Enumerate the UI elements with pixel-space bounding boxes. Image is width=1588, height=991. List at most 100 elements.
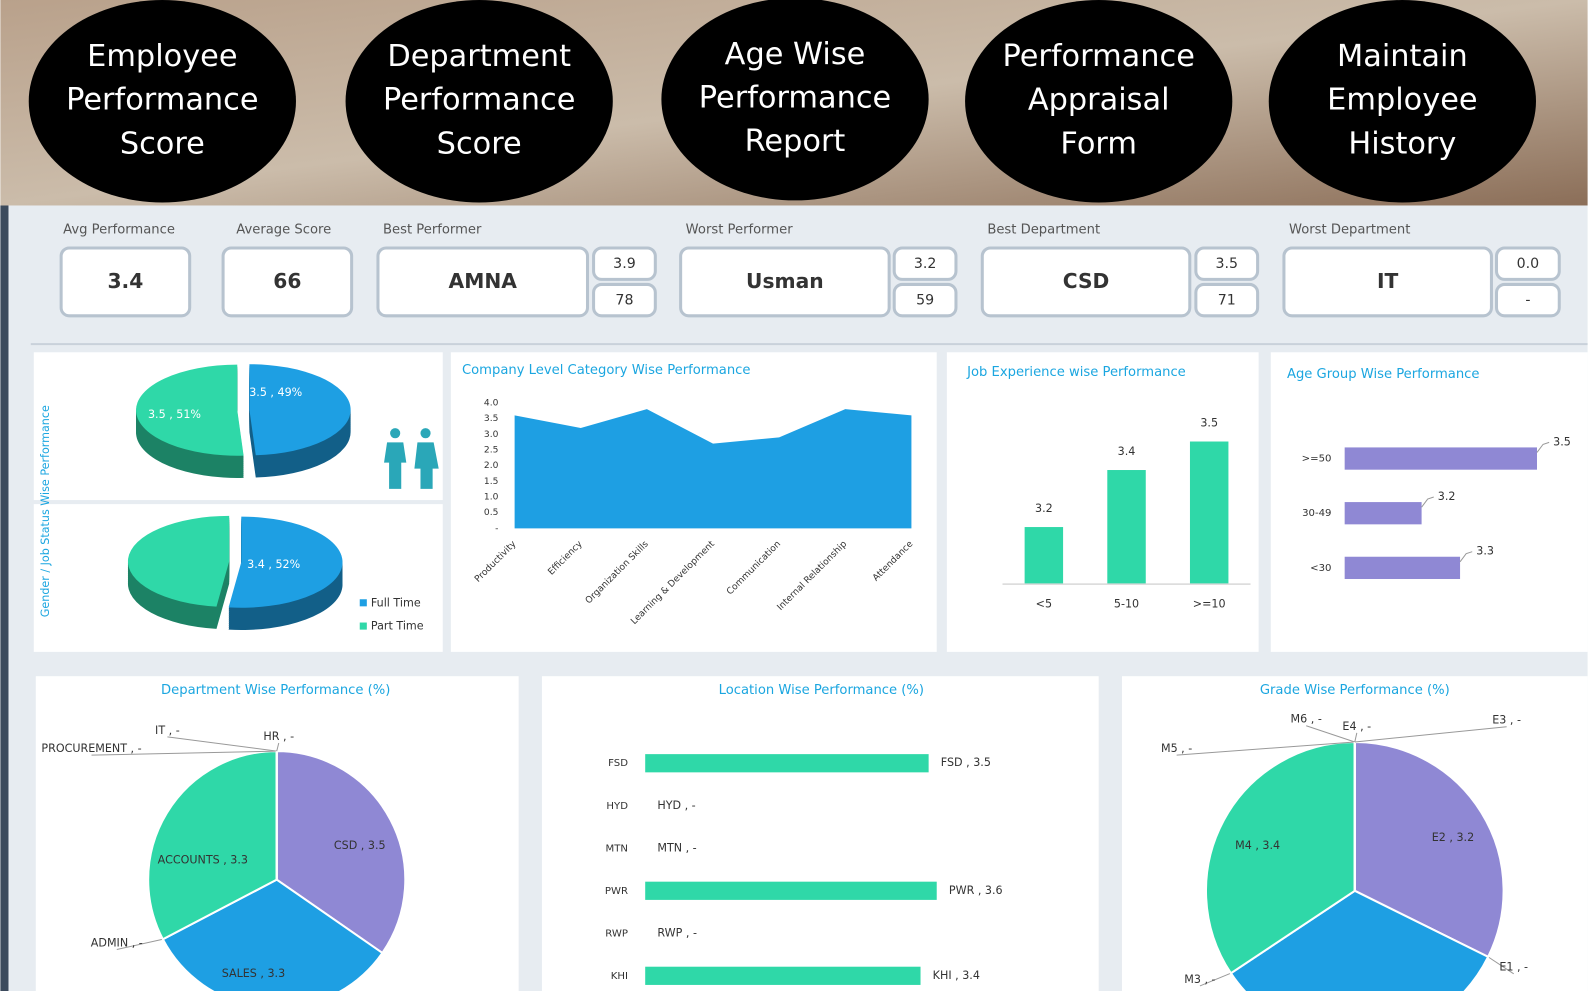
legend-swatch: [359, 622, 367, 630]
kpi-label: Average Score: [236, 222, 331, 237]
kpi-box: [980, 246, 1192, 318]
bar: [1344, 502, 1422, 525]
pie-label: IT , -: [155, 724, 180, 737]
data-label: FSD , 3.5: [941, 756, 991, 769]
pie-label: M6 , -: [1291, 713, 1322, 726]
kpi-score: 78: [615, 293, 633, 309]
pie-slice: [127, 515, 230, 607]
kpi-value: Usman: [746, 269, 824, 293]
bar: [1344, 447, 1537, 470]
chart-title: Age Group Wise Performance: [1287, 367, 1480, 382]
x-tick-label: >=10: [1193, 597, 1226, 610]
nav-button-label: Age Wise: [725, 37, 866, 72]
chart-title: Location Wise Performance (%): [719, 683, 924, 698]
nav-button-label: Performance: [1002, 39, 1194, 74]
data-label: 3.2: [1438, 490, 1456, 503]
nav-button[interactable]: Department Performance Score: [345, 0, 613, 203]
nav-button-label: Report: [745, 124, 846, 159]
y-tick-label: RWP: [605, 928, 628, 939]
nav-button-label: Department: [387, 39, 571, 74]
y-tick-label: MTN: [606, 843, 628, 854]
kpi-rating: 0.0: [1517, 256, 1540, 272]
pie-slice: [1353, 740, 1505, 959]
kpi-rating: 3.5: [1215, 256, 1238, 272]
nav-button[interactable]: Employee Performance Score: [28, 0, 296, 203]
kpi-label: Best Performer: [383, 222, 482, 237]
pie-label: E2 , 3.2: [1432, 831, 1474, 844]
leader-line: [1487, 956, 1514, 975]
nav-button-shape: [965, 0, 1233, 203]
kpi-label: Best Department: [987, 222, 1100, 237]
kpi-small-box: [1194, 282, 1260, 318]
kpi-value: 3.4: [107, 269, 143, 293]
bar: [645, 881, 937, 900]
pie-label: PROCUREMENT , -: [41, 742, 141, 755]
data-label: 3.3: [1476, 545, 1494, 558]
y-tick-label: 2.0: [484, 461, 499, 471]
y-tick-label: 2.5: [484, 445, 499, 455]
y-tick-label: FSD: [608, 758, 628, 769]
kpi-small-box: [892, 246, 958, 281]
kpi-box: [221, 246, 354, 318]
kpi-rating: 3.9: [613, 256, 636, 272]
kpi-box: [1282, 246, 1493, 318]
kpi-rating: 3.2: [914, 256, 937, 272]
leader-line: [1199, 972, 1232, 987]
pie-slice: [1205, 740, 1356, 975]
kpi-small-box: [592, 282, 657, 318]
nav-button-label: Appraisal: [1028, 83, 1170, 118]
y-tick-label: -: [495, 524, 498, 534]
kpi-label: Worst Performer: [686, 222, 794, 237]
leader-line: [276, 742, 280, 752]
y-tick-label: <30: [1310, 563, 1331, 574]
pie-label: E1 , -: [1499, 961, 1528, 974]
nav-button-label: Maintain: [1337, 39, 1468, 74]
kpi-small-box: [1194, 246, 1260, 281]
pie-label: M3 , -: [1184, 973, 1215, 986]
nav-button-shape: [661, 0, 929, 201]
leader-line: [1354, 726, 1507, 743]
kpi-small-box: [892, 282, 958, 318]
y-tick-label: PWR: [605, 886, 628, 897]
pie-label: 3.5 , 49%: [249, 386, 302, 399]
nav-button-label: Employee: [87, 39, 237, 74]
nav-button[interactable]: Age Wise Performance Report: [661, 0, 929, 201]
pie-label: 3.4 , 52%: [247, 558, 300, 571]
nav-button-shape: [28, 0, 296, 203]
pie-label: HR , -: [263, 730, 294, 743]
pie-label: CSD , 3.5: [334, 839, 386, 852]
pie-slice: [161, 878, 384, 991]
pie-label: E4 , -: [1342, 720, 1371, 733]
nav-bar: Employee Performance Score Department Perfor…: [28, 0, 1536, 203]
kpi-label: Worst Department: [1289, 222, 1410, 237]
leader-line: [1536, 441, 1550, 453]
pie-label: M4 , 3.4: [1235, 839, 1280, 852]
pie-slice: [228, 516, 343, 608]
legend-label: Full Time: [371, 596, 421, 609]
y-tick-label: 30-49: [1302, 508, 1331, 519]
y-tick-label: >=50: [1302, 454, 1332, 465]
chart-title: Grade Wise Performance (%): [1260, 683, 1450, 698]
y-tick-label: KHI: [611, 971, 628, 982]
data-label: KHI , 3.4: [933, 969, 980, 982]
legend-swatch: [359, 599, 367, 607]
nav-button-label: Performance: [383, 83, 575, 118]
nav-button-label: Employee: [1327, 83, 1477, 118]
nav-button-label: Score: [120, 126, 205, 161]
y-tick-label: 3.5: [484, 414, 499, 424]
nav-button[interactable]: Performance Appraisal Form: [965, 0, 1233, 203]
x-tick-label: 5-10: [1114, 597, 1139, 610]
pie-label: M5 , -: [1161, 742, 1192, 755]
pie-label: ACCOUNTS , 3.3: [158, 853, 248, 866]
data-label: 3.5: [1200, 416, 1218, 429]
nav-button-label: Score: [437, 126, 522, 161]
panel: [541, 676, 1099, 991]
kpi-box: [59, 246, 192, 318]
nav-button-label: History: [1348, 126, 1456, 161]
nav-button-shape: [1268, 0, 1536, 203]
data-label: PWR , 3.6: [949, 884, 1003, 897]
kpi-score: -: [1525, 293, 1530, 309]
nav-button[interactable]: Maintain Employee History: [1268, 0, 1536, 203]
panel: [1270, 352, 1588, 652]
